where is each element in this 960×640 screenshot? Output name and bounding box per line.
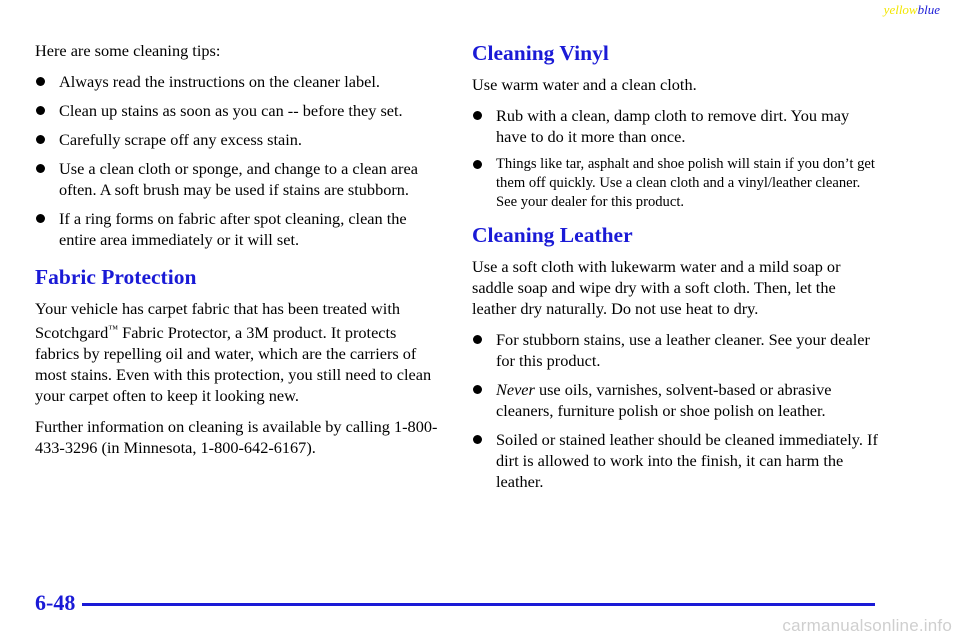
cleaning-tips-intro: Here are some cleaning tips: <box>35 41 221 60</box>
list-item: For stubborn stains, use a leather clean… <box>472 329 882 371</box>
bullet-icon <box>473 335 482 344</box>
bullet-icon <box>473 435 482 444</box>
tip-text: Rub with a clean, damp cloth to remove d… <box>496 106 850 146</box>
bullet-icon <box>36 214 45 223</box>
bullet-icon <box>36 77 45 86</box>
tip-text: Clean up stains as soon as you can -- be… <box>59 101 403 120</box>
vinyl-tips-list: Rub with a clean, damp cloth to remove d… <box>472 105 882 212</box>
tip-text: use oils, varnishes, solvent-based or ab… <box>496 380 832 420</box>
fabric-text-part: Fabric Protector, a 3M product. It prote… <box>35 323 432 405</box>
tip-text: Things like tar, asphalt and shoe polish… <box>496 156 875 210</box>
footer-divider <box>82 603 875 606</box>
list-item: Always read the instructions on the clea… <box>35 71 440 92</box>
bullet-icon <box>36 135 45 144</box>
trademark-symbol: ™ <box>108 324 119 335</box>
vinyl-intro: Use warm water and a clean cloth. <box>472 75 697 94</box>
list-item: Soiled or stained leather should be clea… <box>472 429 882 492</box>
left-column: Here are some cleaning tips: Always read… <box>35 40 440 458</box>
right-column: Cleaning Vinyl Use warm water and a clea… <box>472 40 882 500</box>
bullet-icon <box>473 160 482 169</box>
tip-text: For stubborn stains, use a leather clean… <box>496 330 870 370</box>
list-item: If a ring forms on fabric after spot cle… <box>35 208 440 250</box>
color-tag-yellow: yellow <box>883 2 918 17</box>
cleaning-tips-list: Always read the instructions on the clea… <box>35 71 440 250</box>
tip-text: Soiled or stained leather should be clea… <box>496 430 878 491</box>
bullet-icon <box>473 385 482 394</box>
watermark: carmanualsonline.info <box>782 616 952 635</box>
fabric-protection-heading: Fabric Protection <box>35 265 197 289</box>
list-item: Things like tar, asphalt and shoe polish… <box>472 155 882 212</box>
fabric-text-part: Your vehicle has carpet fabric that has … <box>35 299 400 342</box>
page-number: 6-48 <box>35 590 76 615</box>
leather-tips-list: For stubborn stains, use a leather clean… <box>472 329 882 492</box>
list-item: Rub with a clean, damp cloth to remove d… <box>472 105 882 147</box>
list-item: Use a clean cloth or sponge, and change … <box>35 158 440 200</box>
leather-intro: Use a soft cloth with lukewarm water and… <box>472 257 841 318</box>
tip-text: If a ring forms on fabric after spot cle… <box>59 209 407 249</box>
bullet-icon <box>36 164 45 173</box>
list-item: Carefully scrape off any excess stain. <box>35 129 440 150</box>
bullet-icon <box>36 106 45 115</box>
list-item: Clean up stains as soon as you can -- be… <box>35 100 440 121</box>
color-tag: yellowblue <box>884 2 940 18</box>
color-tag-blue: blue <box>917 2 940 17</box>
list-item: Never use oils, varnishes, solvent-based… <box>472 379 882 421</box>
tip-text: Always read the instructions on the clea… <box>59 72 380 91</box>
bullet-icon <box>473 111 482 120</box>
further-info-text: Further information on cleaning is avail… <box>35 417 438 457</box>
tip-text: Use a clean cloth or sponge, and change … <box>59 159 418 199</box>
emphasis-never: Never <box>496 380 535 399</box>
tip-text: Carefully scrape off any excess stain. <box>59 130 302 149</box>
fabric-protection-text: Your vehicle has carpet fabric that has … <box>35 298 440 406</box>
cleaning-leather-heading: Cleaning Leather <box>472 223 633 247</box>
cleaning-vinyl-heading: Cleaning Vinyl <box>472 41 609 65</box>
